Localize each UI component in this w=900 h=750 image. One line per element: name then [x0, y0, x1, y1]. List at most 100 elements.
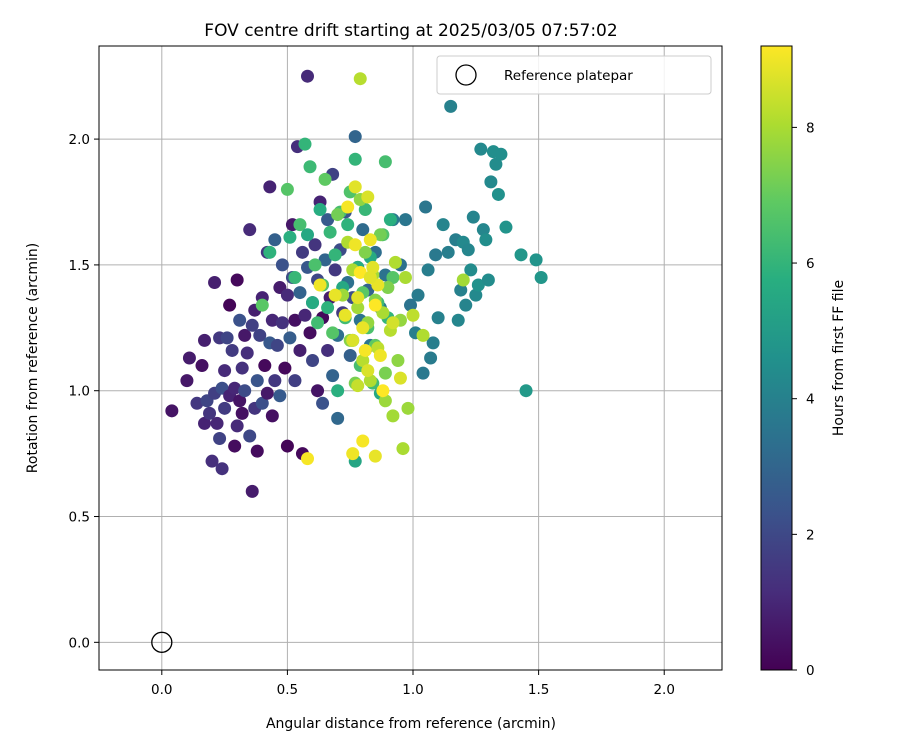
data-point [328, 288, 342, 302]
data-point [406, 308, 420, 322]
colorbar-gradient [760, 45, 793, 671]
data-point [343, 348, 357, 362]
data-point [263, 180, 277, 194]
data-point [529, 253, 543, 267]
data-point [208, 276, 222, 290]
data-point [514, 248, 528, 262]
data-point [198, 416, 212, 430]
data-point [250, 374, 264, 388]
data-point [308, 258, 322, 272]
data-point [293, 218, 307, 232]
data-point [356, 354, 370, 368]
reference-platepar-marker [151, 631, 173, 653]
data-point [331, 208, 345, 222]
data-point [213, 432, 227, 446]
data-point [476, 223, 490, 237]
data-point [238, 328, 252, 342]
x-tick-label: 2.0 [653, 682, 674, 698]
ticks-layer: 0.0 0.5 1.0 1.5 2.0 0.0 0.5 1.0 1.5 2.0 [69, 132, 675, 698]
data-point [228, 381, 242, 395]
data-point [313, 203, 327, 217]
data-point [348, 238, 362, 252]
data-point [280, 182, 294, 196]
data-point [388, 255, 402, 269]
data-point [534, 270, 548, 284]
colorbar-tick-label: 4 [806, 392, 815, 408]
data-point [203, 406, 217, 420]
data-point [351, 291, 365, 305]
legend-marker-reference [455, 64, 477, 86]
data-point [378, 366, 392, 380]
data-point [235, 361, 249, 375]
data-point [481, 273, 495, 287]
chart-title: FOV centre drift starting at 2025/03/05 … [204, 21, 617, 41]
data-point [288, 270, 302, 284]
data-point [306, 296, 320, 310]
data-point [461, 243, 475, 257]
data-point [293, 286, 307, 300]
data-point [180, 374, 194, 388]
data-point [484, 175, 498, 189]
data-point [243, 429, 257, 443]
data-point [298, 137, 312, 151]
data-point [230, 273, 244, 287]
data-point [356, 434, 370, 448]
data-point [223, 298, 237, 312]
x-tick-label: 1.5 [528, 682, 549, 698]
colorbar-ticks: 0 2 4 6 8 [792, 120, 815, 679]
data-point [265, 409, 279, 423]
data-point [353, 265, 367, 279]
data-point [494, 147, 508, 161]
colorbar-tick-label: 6 [806, 256, 815, 272]
x-tick-label: 1.0 [402, 682, 423, 698]
data-point [398, 270, 412, 284]
data-point [220, 331, 234, 345]
data-point [311, 384, 325, 398]
data-point [273, 389, 287, 403]
data-point [411, 288, 425, 302]
data-point [383, 213, 397, 227]
x-tick-label: 0.5 [277, 682, 298, 698]
data-point [288, 313, 302, 327]
data-point [416, 328, 430, 342]
data-point [479, 233, 493, 247]
data-point [328, 248, 342, 262]
data-point [243, 223, 257, 237]
data-point [474, 142, 488, 156]
data-point [398, 213, 412, 227]
data-point [426, 336, 440, 350]
y-axis-label: Rotation from reference (arcmin) [25, 243, 41, 473]
data-point [373, 228, 387, 242]
data-point [278, 361, 292, 375]
data-point [346, 333, 360, 347]
data-point [298, 308, 312, 322]
data-point [233, 394, 247, 408]
data-point [351, 379, 365, 393]
data-point [235, 406, 249, 420]
data-point [288, 374, 302, 388]
data-point [240, 346, 254, 360]
data-point [378, 155, 392, 169]
data-point [401, 401, 415, 415]
data-point [348, 130, 362, 144]
data-point [270, 338, 284, 352]
data-point [165, 404, 179, 418]
data-point [308, 238, 322, 252]
data-point [245, 484, 259, 498]
data-point [338, 308, 352, 322]
data-point [303, 160, 317, 174]
data-point [419, 200, 433, 214]
data-point [381, 281, 395, 295]
grid-layer [99, 46, 722, 670]
data-point [301, 452, 315, 466]
data-point [361, 364, 375, 378]
data-point [341, 200, 355, 214]
data-point [424, 351, 438, 365]
data-point [373, 348, 387, 362]
data-point [393, 371, 407, 385]
data-point [255, 298, 269, 312]
data-point [356, 321, 370, 335]
data-point [499, 220, 513, 234]
data-point [331, 384, 345, 398]
data-point [366, 260, 380, 274]
